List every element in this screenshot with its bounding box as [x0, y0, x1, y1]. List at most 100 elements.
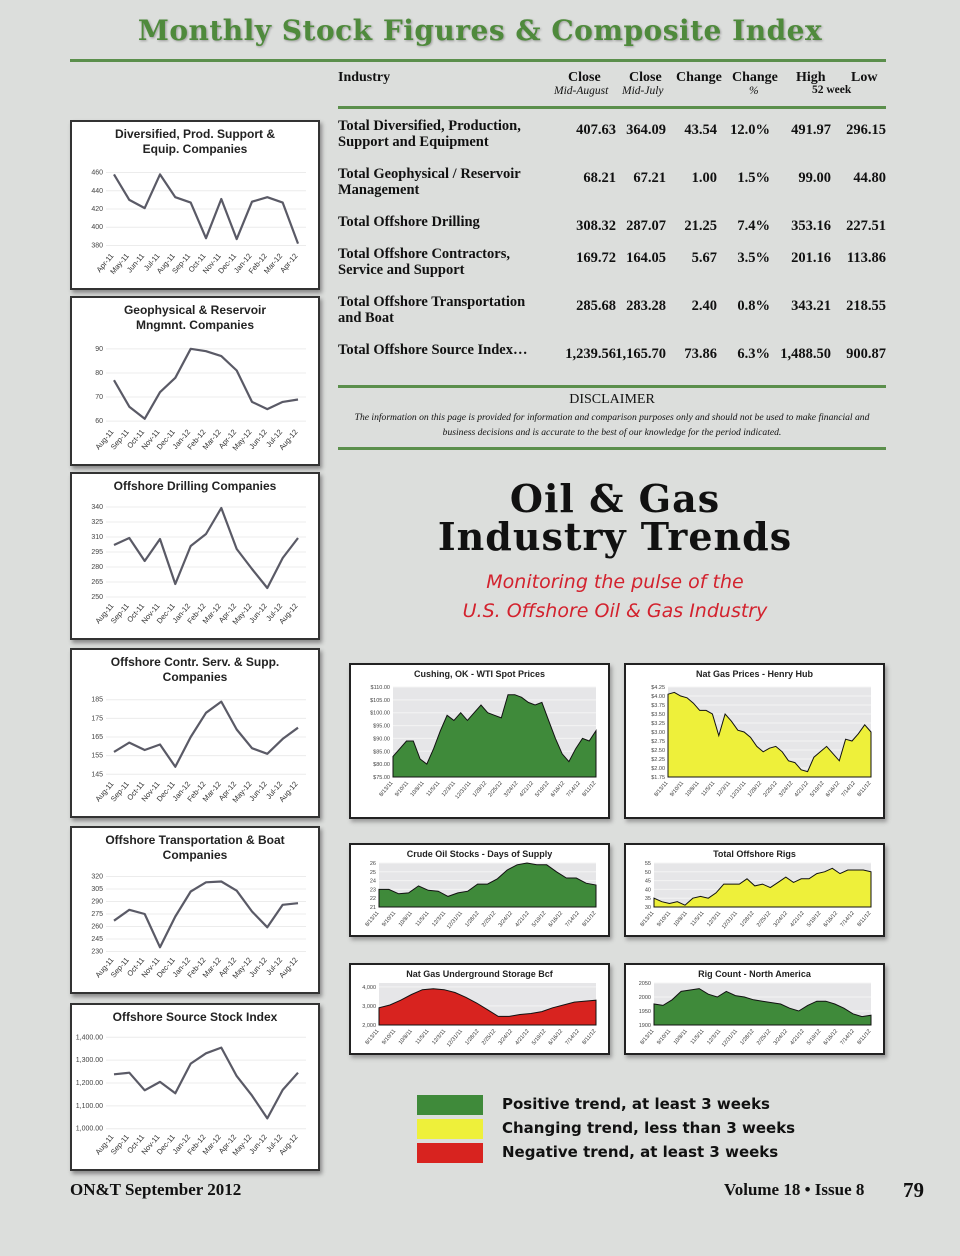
y-tick-label: 1,100.00 [76, 1103, 103, 1110]
chart-svg: Diversified, Prod. Support &Equip. Compa… [91, 127, 306, 276]
header-low: Low [851, 70, 878, 85]
y-tick-label: 155 [91, 753, 103, 760]
x-tick-label: 11/5/11 [701, 780, 717, 797]
cell-low: 900.87 [846, 346, 886, 362]
x-tick-label: 6/16/12 [548, 1028, 564, 1046]
cell-low: 113.86 [846, 250, 886, 266]
x-tick-label: 6/16/12 [823, 910, 839, 928]
cell-change: 43.54 [684, 122, 717, 138]
x-tick-label: 2/25/12 [481, 910, 497, 928]
cell-change: 1.00 [691, 170, 717, 186]
y-tick-label: 50 [645, 870, 651, 876]
x-tick-label: 12/31/11 [721, 910, 739, 930]
legend-label-negative: Negative trend, at least 3 weeks [502, 1143, 779, 1161]
cell-close-aug: 285.68 [576, 298, 616, 314]
y-tick-label: 185 [91, 697, 103, 704]
y-tick-label: 25 [370, 870, 376, 876]
x-tick-label: 10/8/11 [685, 780, 701, 798]
chart-svg: Total Offshore Rigs 30 35 40 45 50 55 8/13/11 9/… [639, 849, 872, 930]
x-tick-label: 3/24/12 [778, 780, 794, 798]
cell-change: 21.25 [684, 218, 717, 234]
x-tick-label: 8/13/11 [639, 910, 655, 928]
y-tick-label: 35 [645, 896, 651, 902]
chart-rig-count: Rig Count - North America 1900 1950 2000 205… [624, 963, 885, 1055]
y-tick-label: 60 [95, 418, 103, 425]
page-number: 79 [903, 1178, 924, 1202]
legend-label-changing: Changing trend, less than 3 weeks [502, 1119, 796, 1137]
x-tick-label: 8/11/12 [856, 910, 872, 928]
chart-title: Companies [163, 670, 228, 684]
y-tick-label: 305 [91, 886, 103, 893]
chart-diversified: Diversified, Prod. Support & Equip. Compa… [70, 120, 320, 290]
y-tick-label: $3.75 [651, 703, 665, 709]
y-tick-label: 400 [91, 224, 103, 231]
cell-high: 1,488.50 [780, 346, 831, 362]
x-tick-label: 6/16/12 [825, 780, 841, 798]
chart-svg: Rig Count - North America 1900 1950 2000 205… [639, 969, 873, 1048]
y-tick-label: $2.00 [651, 766, 665, 772]
header-change-pct: Change [732, 70, 778, 85]
y-tick-label: 40 [645, 887, 651, 893]
y-tick-label: 2050 [639, 981, 651, 987]
header-52-week: 52 week [812, 84, 852, 96]
x-tick-label: 12/3/11 [706, 1028, 722, 1046]
x-tick-label: 12/3/11 [431, 910, 447, 928]
y-tick-label: 55 [645, 861, 651, 867]
x-tick-label: 4/21/12 [789, 1028, 805, 1046]
y-tick-label: 24 [370, 879, 376, 885]
x-tick-label: 11/5/11 [415, 910, 431, 927]
cell-close-aug: 68.21 [583, 170, 616, 186]
disclaimer-title: DISCLAIMER [569, 392, 655, 407]
x-tick-label: 9/10/11 [394, 780, 410, 798]
x-tick-label: 3/24/12 [773, 910, 789, 928]
x-tick-label: 8/11/12 [581, 1028, 597, 1046]
data-area [378, 988, 597, 1026]
x-tick-label: 8/13/11 [639, 1028, 655, 1046]
y-tick-label: 30 [645, 905, 651, 911]
cell-close-aug: 1,239.56 [565, 346, 616, 362]
cell-close-jul: 67.21 [633, 170, 666, 186]
legend-swatch-changing [417, 1119, 483, 1139]
disclaimer-text: The information on this page is provided… [354, 412, 870, 438]
x-tick-label: 4/21/12 [514, 1028, 530, 1046]
cell-change: 73.86 [684, 346, 717, 362]
chart-title: Companies [163, 848, 228, 862]
x-tick-label: 5/19/12 [806, 910, 822, 928]
y-tick-label: 4,000 [362, 985, 376, 991]
y-tick-label: $2.25 [651, 757, 665, 763]
x-tick-label: 8/13/11 [653, 780, 669, 798]
x-tick-label: Jun-11 [125, 252, 146, 275]
x-tick-label: 12/3/11 [706, 910, 722, 928]
y-tick-label: $4.00 [651, 694, 665, 700]
x-tick-label: 5/19/12 [534, 780, 550, 798]
cell-change-pct: 0.8% [737, 298, 770, 314]
cell-change-pct: 7.4% [737, 218, 770, 234]
chart-offshore-drilling: Offshore Drilling Companies 250 265 280 295 3… [70, 472, 320, 640]
y-tick-label: $1.75 [651, 775, 665, 781]
chart-title: Nat Gas Prices - Henry Hub [696, 669, 814, 679]
x-tick-label: 2/25/12 [487, 780, 503, 798]
y-tick-label: $3.00 [651, 730, 665, 736]
y-tick-label: $100.00 [370, 711, 390, 717]
chart-svg: Crude Oil Stocks - Days of Supply 21 22 23 2… [364, 849, 597, 930]
x-tick-label: 4/21/12 [789, 910, 805, 928]
disclaimer-rule [338, 447, 886, 450]
x-tick-label: 4/21/12 [514, 910, 530, 928]
cell-low: 218.55 [846, 298, 886, 314]
x-tick-label: 9/10/11 [381, 1028, 397, 1046]
cell-close-jul: 1,165.70 [615, 346, 666, 362]
chart-wti-spot: Cushing, OK - WTI Spot Prices $75.00 $80.0… [349, 663, 610, 819]
x-tick-label: 6/16/12 [823, 1028, 839, 1046]
chart-title: Diversified, Prod. Support & [115, 127, 275, 141]
x-tick-label: 8/11/12 [581, 910, 597, 928]
x-tick-label: 1/28/12 [464, 1028, 480, 1046]
chart-henry-hub: Nat Gas Prices - Henry Hub $1.75 $2.00 $2.2… [624, 663, 885, 819]
y-tick-label: 1,300.00 [76, 1057, 103, 1064]
x-tick-label: 1/28/12 [747, 780, 763, 798]
x-tick-label: 8/11/12 [856, 780, 872, 798]
x-tick-label: 3/24/12 [498, 910, 514, 928]
chart-offshore-contractors: Offshore Contr. Serv. & Supp. Companies 14… [70, 648, 320, 818]
x-tick-label: 12/31/11 [730, 780, 748, 800]
cell-high: 491.97 [791, 122, 831, 138]
y-tick-label: 275 [91, 911, 103, 918]
